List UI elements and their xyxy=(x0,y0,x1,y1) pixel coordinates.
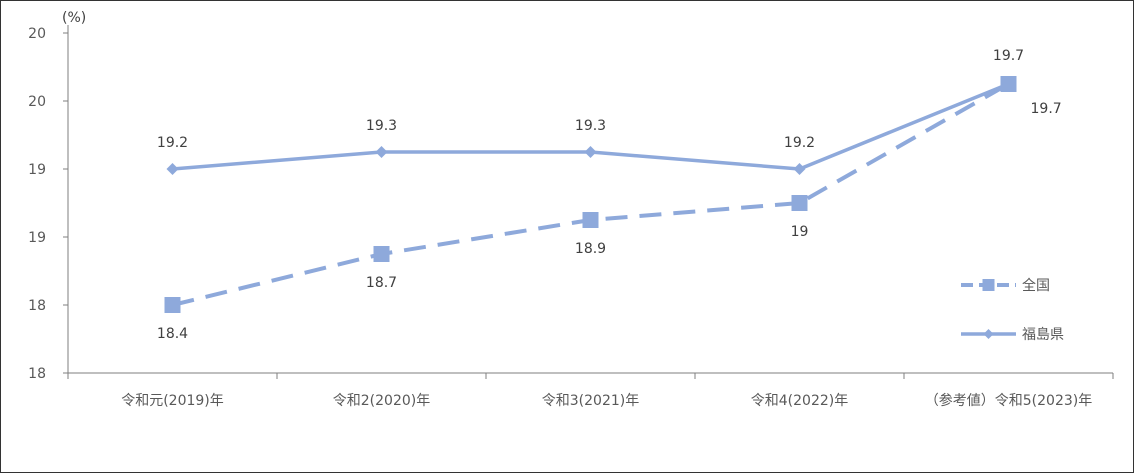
data-point-square xyxy=(373,246,390,262)
legend-label: 全国 xyxy=(1022,277,1050,294)
data-point-diamond xyxy=(584,146,597,158)
data-label: 19 xyxy=(791,224,809,240)
series-fukushima: 19.2 19.3 19.3 19.2 19.7 xyxy=(157,48,1024,175)
y-tick-label: 19 xyxy=(28,230,46,246)
legend-label: 福島県 xyxy=(1022,327,1064,343)
series-group: 18.4 18.7 18.9 19 19.7 19.2 19.3 19.3 19.2 19.7 xyxy=(157,48,1062,342)
y-tick-label: 20 xyxy=(28,26,46,42)
data-label: 19.3 xyxy=(366,118,397,134)
y-tick-label: 19 xyxy=(28,162,46,178)
y-unit-label: (%) xyxy=(62,10,86,26)
legend-marker-square xyxy=(982,279,995,291)
data-point-square xyxy=(164,297,181,313)
axes xyxy=(67,25,1113,374)
data-point-diamond xyxy=(793,163,806,175)
data-point-square xyxy=(582,212,599,228)
data-label: 18.7 xyxy=(366,275,397,291)
y-tick-label: 18 xyxy=(28,366,46,382)
series-national: 18.4 18.7 18.9 19 19.7 xyxy=(157,76,1062,342)
data-label: 19.2 xyxy=(157,135,188,151)
data-label: 19.2 xyxy=(784,135,815,151)
data-label: 19.7 xyxy=(993,48,1024,64)
data-point-square xyxy=(791,195,808,211)
x-tick-label: （参考値）令和5(2023)年 xyxy=(925,392,1092,409)
data-label: 18.9 xyxy=(575,241,606,257)
y-tick-label: 20 xyxy=(28,94,46,110)
data-point-diamond xyxy=(166,163,179,175)
data-point-diamond xyxy=(375,146,388,158)
data-label: 19.7 xyxy=(1031,101,1062,117)
x-tick-label: 令和元(2019)年 xyxy=(121,393,224,409)
x-ticks: 令和元(2019)年 令和2(2020)年 令和3(2021)年 令和4(2022)年… xyxy=(67,373,1114,409)
y-ticks: 18 18 19 19 20 20 xyxy=(28,26,68,382)
data-label: 18.4 xyxy=(157,326,188,342)
x-tick-label: 令和2(2020)年 xyxy=(333,393,430,409)
y-tick-label: 18 xyxy=(28,298,46,314)
x-tick-label: 令和4(2022)年 xyxy=(751,393,848,409)
x-tick-label: 令和3(2021)年 xyxy=(542,393,639,409)
legend-marker-diamond xyxy=(983,329,994,339)
data-point-diamond xyxy=(1002,78,1015,90)
data-label: 19.3 xyxy=(575,118,606,134)
